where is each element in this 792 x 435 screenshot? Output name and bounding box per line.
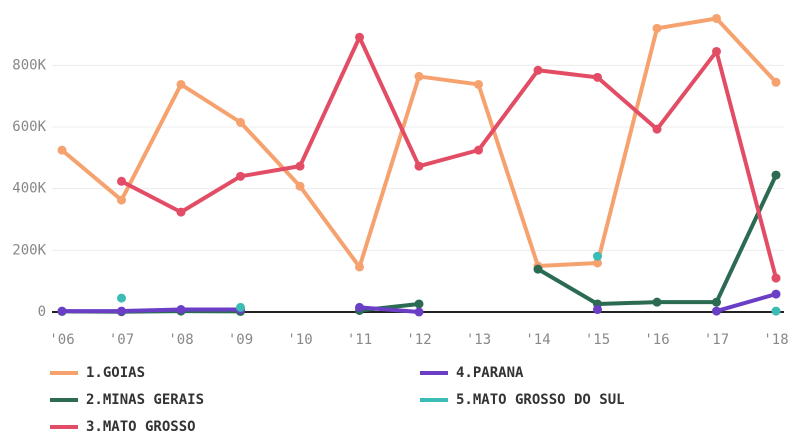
- data-point: [712, 306, 721, 316]
- data-point: [474, 145, 483, 155]
- data-point: [474, 79, 483, 89]
- x-tick-label: '06: [49, 332, 74, 348]
- data-point: [593, 305, 602, 315]
- x-tick-label: '15: [585, 332, 610, 348]
- data-point: [117, 293, 126, 303]
- data-point: [236, 171, 245, 181]
- series-line: [60, 292, 778, 314]
- data-point: [712, 297, 721, 307]
- data-point: [414, 307, 424, 317]
- data-point: [771, 289, 781, 299]
- data-point: [57, 306, 67, 316]
- legend-label: 2.MINAS GERAIS: [86, 392, 204, 408]
- y-tick-label: 400K: [12, 181, 46, 197]
- x-tick-label: '18: [763, 332, 788, 348]
- data-point: [593, 72, 602, 82]
- legend-label: 1.GOIAS: [86, 365, 145, 381]
- x-tick-label: '07: [109, 332, 134, 348]
- x-tick-label: '08: [168, 332, 193, 348]
- data-point: [712, 46, 721, 56]
- x-tick-label: '17: [704, 332, 729, 348]
- data-point: [295, 161, 305, 171]
- data-point: [771, 306, 781, 316]
- data-point: [652, 297, 662, 307]
- data-point: [176, 207, 186, 217]
- data-point: [236, 117, 245, 127]
- data-point: [712, 13, 721, 23]
- data-point: [57, 145, 67, 155]
- data-point: [414, 71, 424, 81]
- legend-label: 3.MATO GROSSO: [86, 419, 196, 435]
- series-line: [60, 173, 778, 314]
- data-point: [176, 305, 186, 315]
- data-point: [355, 302, 364, 312]
- data-point: [355, 32, 364, 42]
- series-line: [60, 16, 778, 269]
- y-tick-label: 600K: [12, 119, 46, 135]
- legend-label: 4.PARANA: [456, 365, 524, 381]
- data-point: [593, 251, 602, 261]
- legend-label: 5.MATO GROSSO DO SUL: [456, 392, 625, 408]
- data-point: [533, 65, 543, 75]
- x-tick-label: '14: [525, 332, 550, 348]
- x-tick-label: '10: [287, 332, 312, 348]
- data-point: [414, 299, 424, 309]
- data-point: [771, 77, 781, 87]
- data-point: [176, 79, 186, 89]
- x-tick-label: '09: [228, 332, 253, 348]
- data-point: [414, 161, 424, 171]
- data-point: [771, 170, 781, 180]
- data-point: [652, 124, 662, 134]
- data-point: [295, 181, 305, 191]
- data-point: [117, 195, 126, 205]
- y-tick-label: 0: [38, 304, 46, 320]
- x-tick-label: '13: [466, 332, 491, 348]
- data-point: [117, 306, 126, 316]
- y-tick-label: 800K: [12, 57, 46, 73]
- data-point: [771, 273, 781, 283]
- data-point: [236, 302, 245, 312]
- y-tick-label: 200K: [12, 242, 46, 258]
- data-point: [355, 262, 364, 272]
- x-tick-label: '11: [347, 332, 372, 348]
- data-point: [117, 176, 126, 186]
- data-point: [533, 264, 543, 274]
- data-point: [652, 23, 662, 33]
- x-tick-label: '16: [644, 332, 669, 348]
- series-line: [119, 35, 778, 281]
- data-point: [593, 258, 602, 268]
- x-tick-label: '12: [406, 332, 431, 348]
